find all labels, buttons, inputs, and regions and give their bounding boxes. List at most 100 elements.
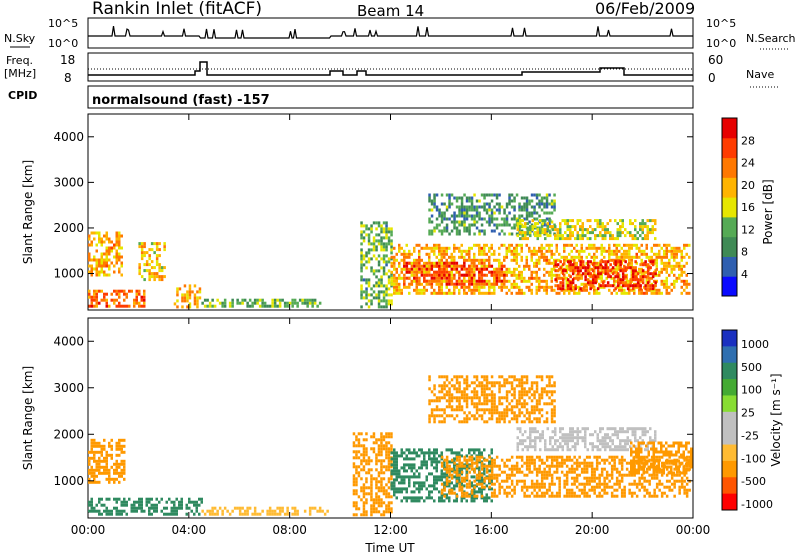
heat-cell [485, 493, 488, 497]
heat-cell [554, 225, 557, 229]
heat-cell [538, 267, 541, 271]
heat-cell [613, 455, 616, 459]
heat-cell [543, 470, 546, 474]
heat-cell [93, 292, 96, 296]
heat-cell [390, 444, 393, 448]
heat-cell [385, 492, 388, 496]
heat-cell [564, 231, 567, 235]
heat-cell [570, 488, 574, 492]
heat-cell [546, 222, 549, 226]
heat-cell [523, 482, 526, 486]
heat-cell [463, 273, 466, 277]
heat-cell [370, 492, 373, 496]
heat-cell [453, 226, 456, 230]
heat-cell [488, 255, 491, 259]
heat-cell [513, 467, 516, 471]
heat-cell [624, 228, 627, 232]
heat-cell [576, 278, 580, 282]
heat-cell [530, 205, 534, 209]
heat-cell [680, 270, 683, 274]
heat-cell [413, 276, 416, 280]
heat-cell [480, 264, 483, 268]
heat-cell [559, 442, 562, 446]
heat-cell [580, 488, 584, 492]
heat-cell [534, 430, 537, 434]
heat-cell [561, 219, 564, 223]
heat-cell [515, 261, 518, 265]
heat-cell [241, 506, 244, 510]
heat-cell [387, 507, 391, 511]
heat-cell [211, 298, 214, 302]
heat-cell [88, 295, 91, 299]
heat-cell [405, 487, 408, 491]
heat-cell [518, 270, 521, 274]
heat-cell [385, 456, 388, 460]
heat-cell [463, 484, 466, 488]
heat-cell [458, 405, 461, 409]
heat-cell [490, 264, 494, 268]
heat-cell [393, 258, 396, 262]
heat-cell [443, 393, 446, 397]
heat-cell [440, 282, 444, 286]
heat-cell [538, 214, 541, 218]
heat-cell [660, 491, 664, 495]
heat-cell [148, 248, 151, 252]
heat-cell [473, 267, 476, 271]
heat-cell [584, 266, 587, 270]
heat-cell [443, 411, 446, 415]
heat-cell [560, 461, 564, 465]
heat-cell [605, 470, 609, 474]
heat-cell [584, 433, 587, 437]
heat-cell [599, 272, 602, 276]
heat-cell [516, 445, 519, 449]
heat-cell [539, 234, 542, 238]
heat-cell [448, 193, 451, 197]
heat-cell [90, 480, 93, 484]
heat-cell [561, 237, 564, 241]
heat-cell [495, 226, 499, 230]
heat-cell [536, 237, 539, 241]
heat-cell [140, 506, 143, 510]
heat-cell [569, 266, 572, 270]
heat-cell [460, 279, 464, 283]
heat-cell [370, 510, 373, 514]
heat-cell [453, 243, 456, 247]
heat-cell [88, 234, 91, 238]
heat-cell [556, 439, 559, 443]
heat-cell [630, 258, 633, 262]
heat-cell [523, 485, 526, 489]
heat-cell [548, 193, 551, 197]
heat-cell [640, 267, 643, 271]
heat-cell [665, 276, 668, 280]
heat-cell [123, 444, 126, 448]
heat-cell [450, 214, 454, 218]
heat-cell [591, 284, 595, 288]
heat-cell [601, 427, 604, 431]
heat-cell [408, 466, 411, 470]
heat-cell [609, 237, 612, 241]
heat-cell [395, 258, 398, 262]
heat-cell [594, 278, 597, 282]
heat-cell [498, 464, 501, 468]
heat-cell [646, 287, 650, 291]
heat-cell [445, 399, 449, 403]
heat-cell [528, 279, 531, 283]
heat-cell [529, 445, 532, 449]
heat-cell [423, 499, 426, 503]
heat-cell [438, 475, 441, 479]
heat-cell [653, 291, 656, 295]
heat-cell [108, 264, 111, 268]
heat-cell [520, 223, 524, 227]
heat-cell [150, 266, 154, 270]
heat-cell [649, 228, 652, 232]
heat-cell [485, 496, 488, 500]
heat-cell [430, 273, 434, 277]
heat-cell [578, 285, 581, 289]
heat-cell [608, 246, 611, 250]
heat-cell [510, 488, 514, 492]
heat-cell [505, 485, 509, 489]
heat-cell [485, 399, 489, 403]
heat-cell [418, 282, 421, 286]
heat-cell [495, 258, 498, 262]
heat-cell [604, 442, 607, 446]
